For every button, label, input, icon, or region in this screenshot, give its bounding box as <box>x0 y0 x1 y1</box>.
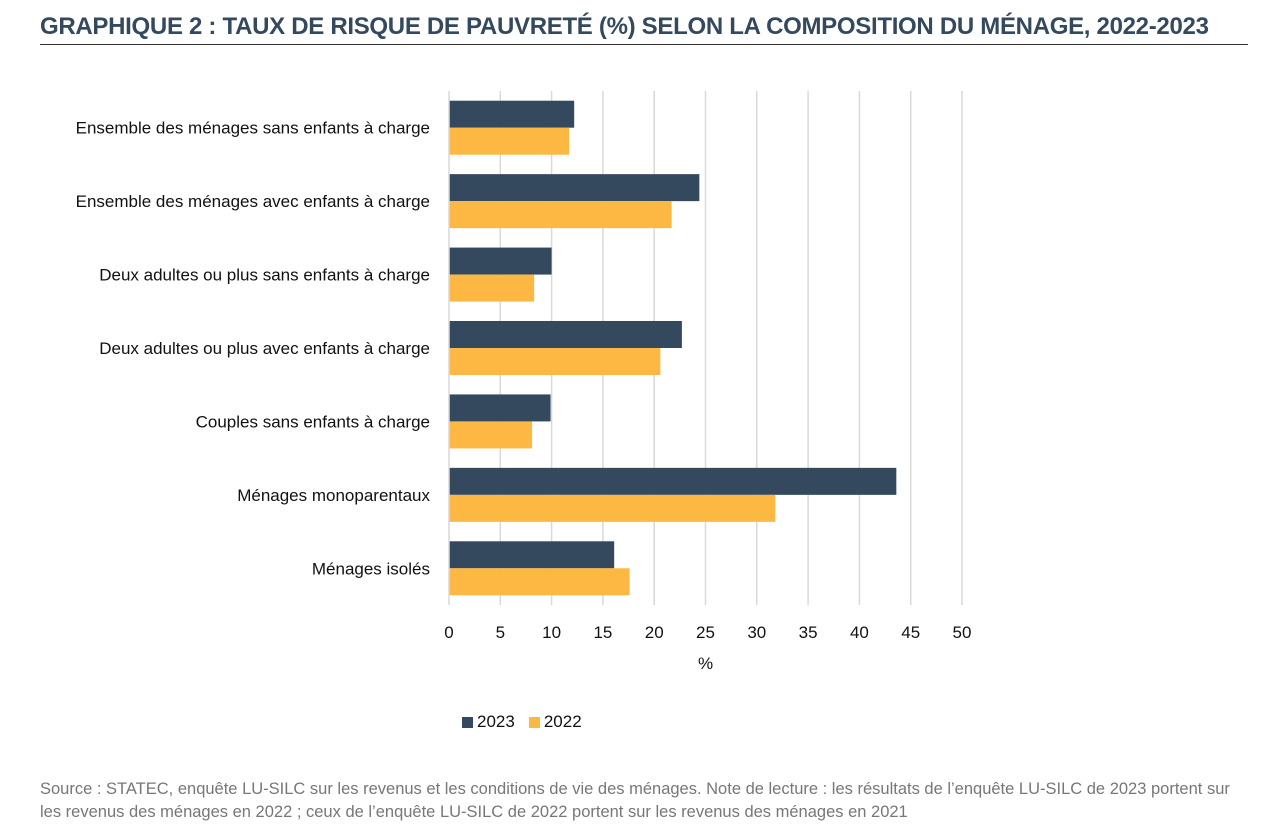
bar-2022 <box>449 348 661 375</box>
category-label: Deux adultes ou plus avec enfants à char… <box>99 339 430 358</box>
category-label: Deux adultes ou plus sans enfants à char… <box>99 266 430 285</box>
legend-label-2023: 2023 <box>477 712 515 731</box>
category-labels: Ensemble des ménages sans enfants à char… <box>76 119 431 579</box>
legend-item-2023: 2023 <box>462 712 515 732</box>
legend-swatch-2022 <box>528 716 540 728</box>
bar-2023 <box>449 394 551 422</box>
x-tick-label: 5 <box>496 623 505 642</box>
x-tick-label: 0 <box>444 623 453 642</box>
category-label: Ensemble des ménages sans enfants à char… <box>76 119 430 138</box>
chart-title: GRAPHIQUE 2 : TAUX DE RISQUE DE PAUVRETÉ… <box>40 12 1248 45</box>
x-tick-label: 35 <box>799 623 818 642</box>
bar-2023 <box>449 541 615 569</box>
category-label: Ensemble des ménages avec enfants à char… <box>76 192 430 211</box>
legend-swatch-2023 <box>462 716 473 728</box>
x-axis-title: % <box>698 654 713 673</box>
legend-item-2022: 2022 <box>528 712 582 732</box>
bar-2023 <box>449 321 682 348</box>
x-tick-label: 15 <box>593 623 612 642</box>
x-tick-label: 40 <box>850 623 869 642</box>
x-tick-label: 50 <box>953 623 972 642</box>
legend-label-2022: 2022 <box>543 712 582 731</box>
bar-2023 <box>449 174 700 202</box>
bar-2022 <box>449 201 672 229</box>
bar-2022 <box>449 421 533 449</box>
bar-2023 <box>449 467 897 495</box>
x-tick-label: 30 <box>747 623 766 642</box>
x-tick-labels: 0 5 10 15 20 25 30 35 40 45 50 <box>444 623 971 642</box>
bar-2023 <box>449 247 552 275</box>
x-tick-label: 45 <box>901 623 920 642</box>
x-tick-label: 10 <box>542 623 561 642</box>
bar-chart: Ensemble des ménages sans enfants à char… <box>76 91 971 673</box>
bar-2022 <box>449 568 630 596</box>
bar-2023 <box>449 100 575 128</box>
bar-2022 <box>449 494 776 522</box>
bar-2022 <box>449 127 570 155</box>
bar-2022 <box>449 274 535 302</box>
legend: 2023 2022 <box>462 712 596 732</box>
source-note: Source : STATEC, enquête LU-SILC sur les… <box>40 780 1230 821</box>
bars <box>449 100 897 596</box>
category-label: Ménages isolés <box>312 559 430 578</box>
x-tick-label: 20 <box>645 623 664 642</box>
category-label: Ménages monoparentaux <box>237 486 430 505</box>
x-tick-label: 25 <box>696 623 715 642</box>
category-label: Couples sans enfants à charge <box>196 412 430 431</box>
